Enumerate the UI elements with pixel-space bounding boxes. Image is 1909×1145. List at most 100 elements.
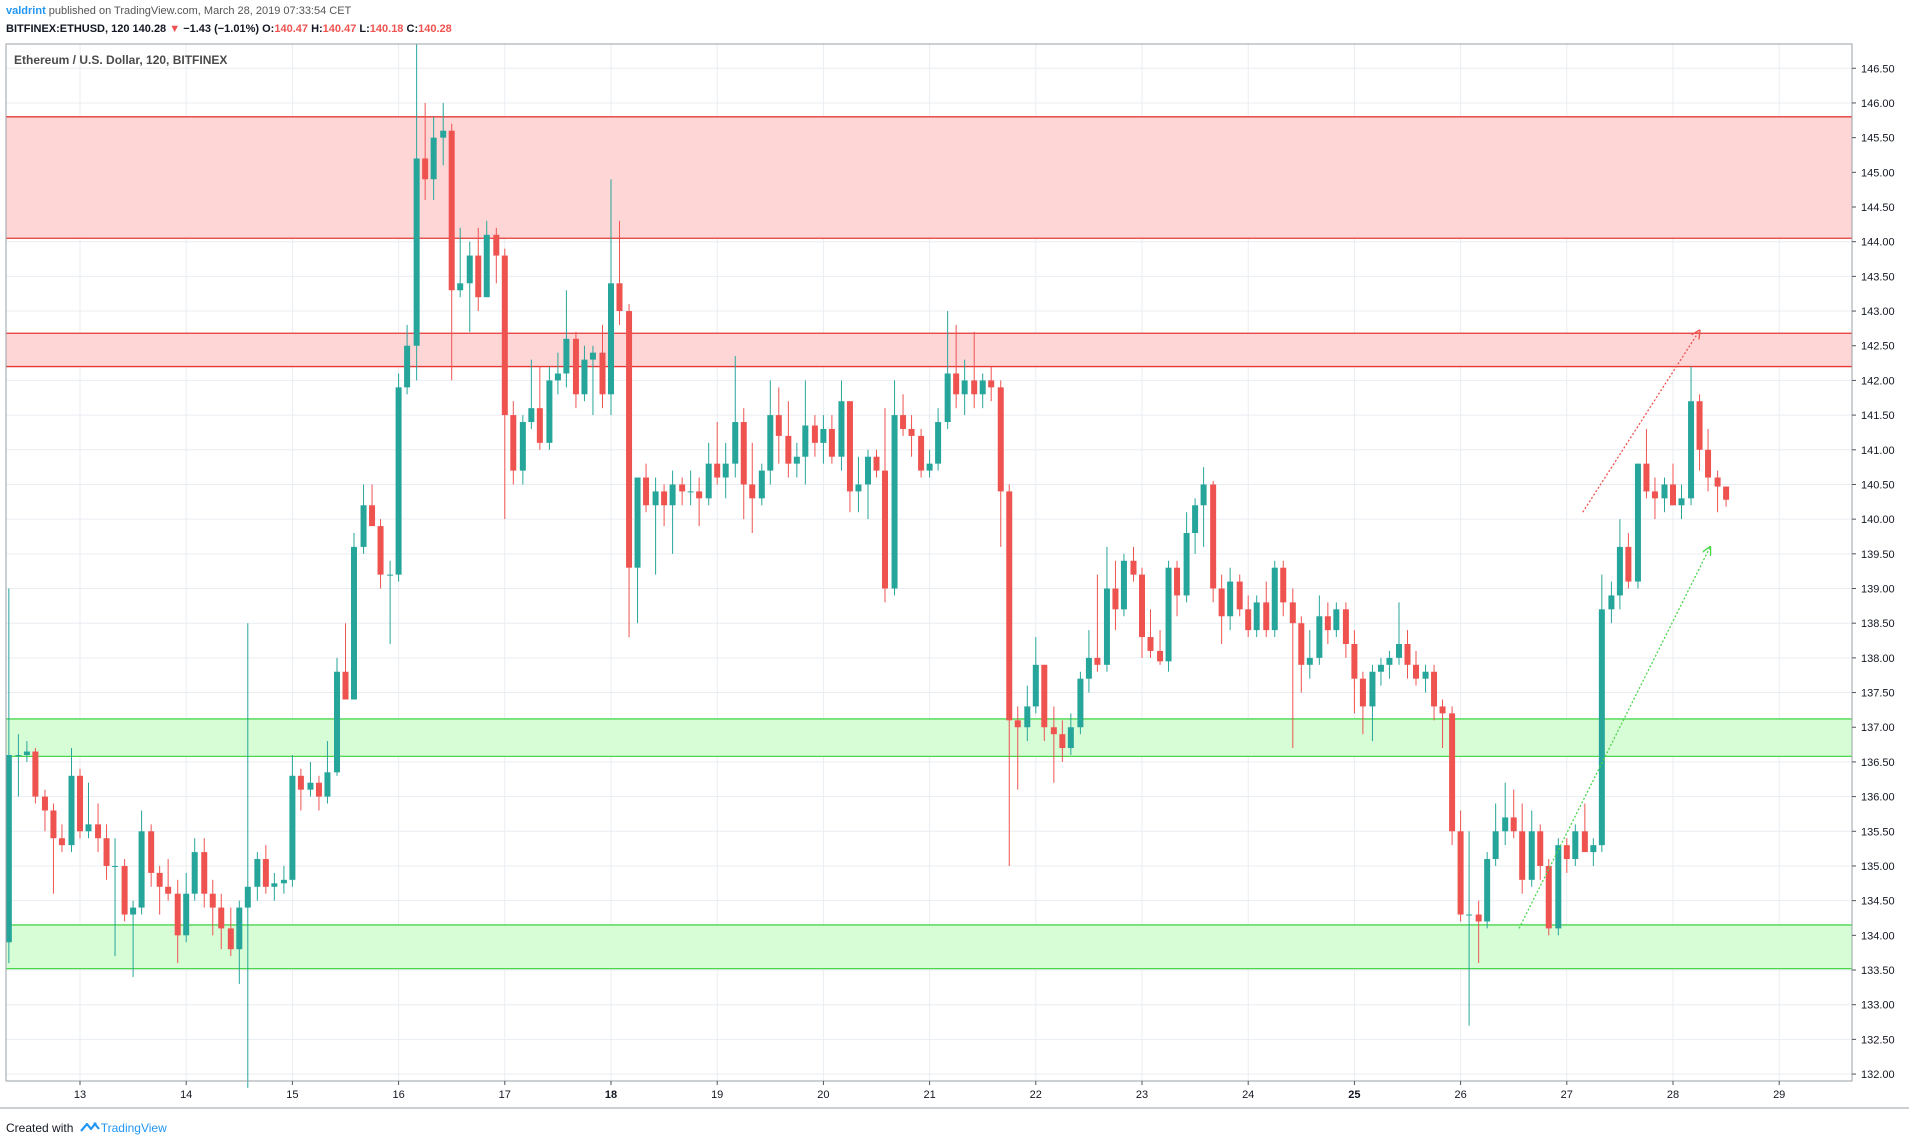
candle-body bbox=[1174, 567, 1181, 596]
candle-up bbox=[1253, 595, 1260, 638]
candle-body bbox=[1590, 845, 1597, 853]
candle-body bbox=[908, 428, 915, 436]
candle-down bbox=[1723, 486, 1730, 507]
candle-body bbox=[1130, 560, 1137, 575]
time-axis[interactable]: 13 14 15 16 17 18 19 20 21 22 23 24 25 26 27 28 29 bbox=[74, 1081, 1785, 1101]
candle-body bbox=[1050, 727, 1057, 735]
candle-up bbox=[15, 734, 22, 797]
candle-down bbox=[1041, 664, 1048, 742]
candle-up bbox=[1333, 602, 1340, 638]
candle-up bbox=[1271, 560, 1278, 638]
y-tick-label: 146.50 bbox=[1861, 63, 1895, 75]
candle-body bbox=[77, 775, 83, 832]
candle-up bbox=[191, 838, 198, 901]
candle-body bbox=[1342, 609, 1349, 645]
candle-up bbox=[1422, 664, 1429, 693]
candle-body bbox=[1634, 463, 1641, 582]
candle-body bbox=[377, 526, 384, 575]
x-tick-label: 25 bbox=[1348, 1089, 1360, 1101]
candle-down bbox=[448, 123, 455, 381]
candle-body bbox=[1696, 401, 1703, 450]
candle-up bbox=[1077, 671, 1084, 735]
x-tick-label: 14 bbox=[180, 1089, 192, 1101]
candle-up bbox=[5, 588, 12, 964]
candle-body bbox=[554, 373, 561, 381]
candle-body bbox=[1422, 671, 1429, 679]
candle-down bbox=[148, 824, 155, 887]
y-tick-label: 145.50 bbox=[1861, 133, 1895, 145]
candle-down bbox=[846, 401, 853, 513]
candle-up bbox=[1085, 630, 1092, 693]
candle-up bbox=[589, 345, 596, 416]
x-tick-label: 21 bbox=[923, 1089, 935, 1101]
candle-body bbox=[1218, 588, 1225, 617]
candle-body bbox=[881, 470, 888, 589]
candle-down bbox=[749, 442, 756, 534]
candle-down bbox=[740, 408, 747, 520]
candle-up bbox=[935, 408, 942, 471]
candle-up bbox=[1369, 664, 1376, 742]
candle-body bbox=[1714, 477, 1721, 487]
candle-up bbox=[1306, 630, 1313, 679]
candle-up bbox=[85, 782, 92, 839]
candle-down bbox=[971, 331, 978, 409]
candle-up bbox=[244, 623, 251, 1088]
candle-up bbox=[1528, 810, 1535, 887]
candle-body bbox=[254, 859, 261, 887]
candle-body bbox=[440, 130, 447, 138]
candle-body bbox=[138, 831, 145, 908]
price-axis[interactable]: 132.00 132.50 133.00 133.50 134.00 134.50 135.… bbox=[1852, 63, 1895, 1081]
candle-down bbox=[775, 387, 782, 464]
candle-body bbox=[740, 422, 747, 485]
candle-body bbox=[1661, 484, 1668, 499]
candle-down bbox=[1714, 470, 1721, 513]
tradingview-brand[interactable]: TradingView bbox=[100, 1121, 167, 1135]
candle-up bbox=[387, 560, 394, 645]
candle-down bbox=[32, 748, 39, 804]
candle-body bbox=[926, 463, 933, 471]
candle-body bbox=[572, 338, 579, 395]
candle-body bbox=[1678, 498, 1685, 506]
candle-body bbox=[687, 491, 694, 493]
candle-up bbox=[838, 380, 845, 471]
candle-up bbox=[112, 838, 119, 957]
candle-down bbox=[1342, 602, 1349, 658]
candle-body bbox=[1157, 650, 1164, 662]
candle-body bbox=[1006, 491, 1013, 721]
candle-down bbox=[918, 428, 925, 478]
candle-up bbox=[1103, 546, 1110, 672]
candle-down bbox=[626, 304, 633, 638]
candle-down bbox=[811, 415, 818, 457]
author-link[interactable]: valdrint bbox=[6, 5, 46, 17]
candle-up bbox=[767, 380, 774, 485]
y-tick-label: 132.00 bbox=[1861, 1069, 1895, 1081]
y-tick-label: 143.50 bbox=[1861, 271, 1895, 283]
price-change: −1.43 (−1.01%) bbox=[183, 23, 260, 35]
candle-up bbox=[334, 657, 341, 776]
candle-up bbox=[669, 470, 676, 554]
low-value: 140.18 bbox=[369, 23, 404, 35]
candle-body bbox=[1094, 657, 1101, 665]
candle-body bbox=[493, 234, 500, 256]
candle-down bbox=[297, 768, 304, 811]
x-tick-label: 17 bbox=[499, 1089, 511, 1101]
candle-up bbox=[1200, 467, 1207, 547]
candle-down bbox=[1581, 803, 1588, 853]
candle-body bbox=[315, 782, 322, 797]
candle-down bbox=[988, 366, 995, 402]
candle-body bbox=[23, 751, 30, 755]
trendlines bbox=[1518, 330, 1710, 929]
candle-down bbox=[201, 838, 208, 908]
candle-body bbox=[1351, 644, 1358, 679]
y-tick-label: 134.50 bbox=[1861, 896, 1895, 908]
chart-header: valdrint published on TradingView.com, M… bbox=[0, 0, 1909, 44]
candle-body bbox=[324, 772, 331, 797]
x-tick-label: 22 bbox=[1030, 1089, 1042, 1101]
candle-down bbox=[1457, 810, 1464, 922]
candle-up bbox=[483, 220, 490, 298]
close-label: C: bbox=[406, 23, 419, 35]
candle-down bbox=[1412, 650, 1419, 686]
candle-body bbox=[1396, 644, 1403, 658]
candle-body bbox=[1625, 546, 1632, 582]
